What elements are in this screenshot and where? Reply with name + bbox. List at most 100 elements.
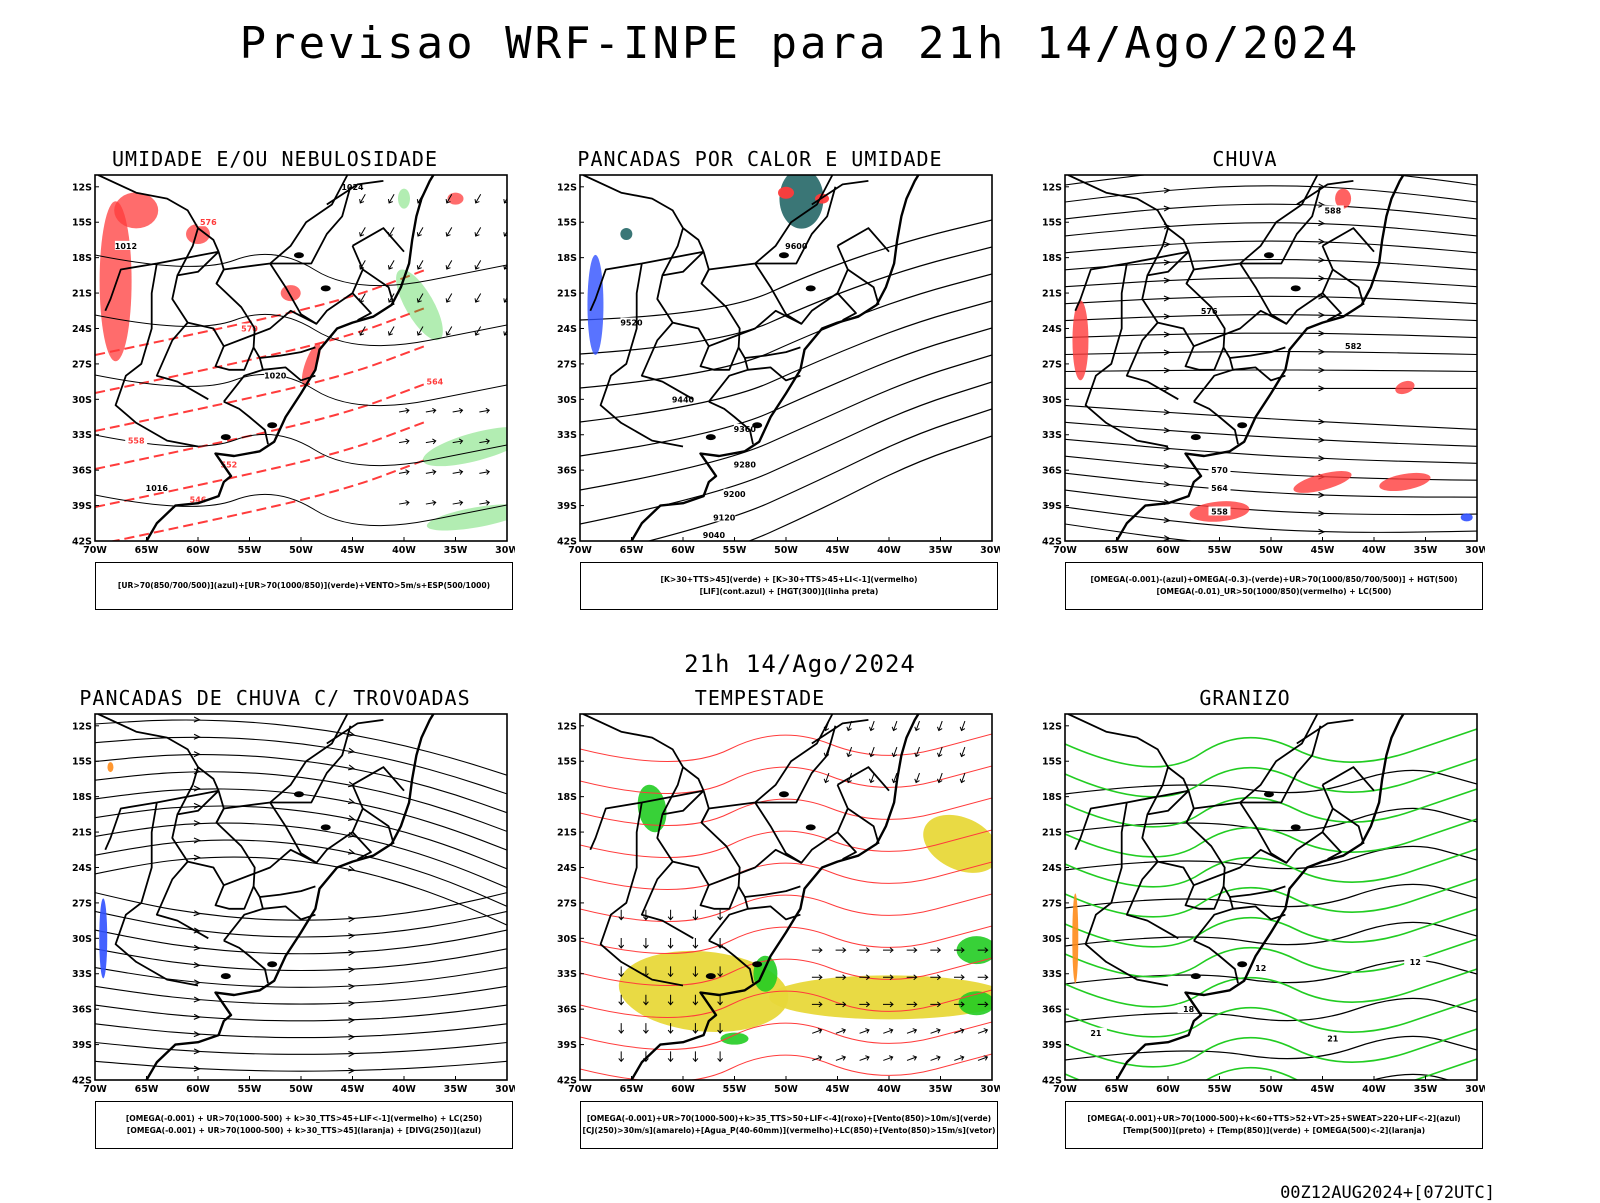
- state-border: [1193, 939, 1239, 984]
- streamline-arrow: [347, 865, 356, 872]
- streamline-arrow: [193, 1048, 201, 1055]
- streamline-arrow: [193, 837, 201, 844]
- wind-vector: [883, 974, 894, 981]
- lon-tick-label: 40W: [877, 545, 901, 556]
- lat-tick-label: 27S: [557, 359, 577, 370]
- wind-vector: [954, 1055, 965, 1061]
- lat-tick-label: 30S: [1042, 934, 1062, 945]
- thickness-contour: [95, 269, 426, 356]
- state-border: [747, 905, 801, 921]
- state-border: [708, 400, 754, 445]
- streamline-arrow: [347, 798, 356, 805]
- state-border: [1239, 245, 1334, 325]
- wind-vector: [883, 1001, 894, 1008]
- panel-trovoadas: PANCADAS DE CHUVA C/ TROVOADAS 12S 15S 18S…: [55, 686, 515, 1166]
- lon-tick-label: 70W: [568, 1084, 592, 1095]
- lake: [778, 791, 789, 798]
- wind-vector: [692, 909, 699, 921]
- state-border: [1296, 180, 1354, 206]
- wind-vector: [906, 1001, 918, 1008]
- wind-vector: [667, 909, 674, 921]
- wind-vector: [906, 1055, 918, 1061]
- humidity-red: [447, 192, 464, 205]
- lon-tick-label: 60W: [186, 1084, 210, 1095]
- state-border: [171, 790, 255, 910]
- contour-label-bg: [125, 435, 148, 445]
- thickness-contour: [95, 345, 426, 432]
- state-border: [215, 714, 349, 824]
- lat-tick-label: 15S: [1042, 757, 1062, 768]
- hgt300-contour: [580, 246, 992, 355]
- streamline-arrow: [1163, 349, 1171, 356]
- lat-tick-label: 18S: [557, 792, 577, 803]
- streamline: [1065, 523, 1197, 541]
- state-border: [1185, 175, 1319, 285]
- lat-tick-label: 42S: [72, 1076, 92, 1087]
- hgt300-contour: [580, 354, 992, 491]
- wind-vector: [445, 293, 453, 303]
- contour-label: 576: [1201, 307, 1218, 316]
- lat-tick-label: 15S: [1042, 218, 1062, 229]
- lat-tick-label: 12S: [557, 182, 577, 193]
- legend-tempestade: [OMEGA(-0.001)+UR>70(1000-500)+k>35_TTS>…: [580, 1101, 998, 1149]
- streamline-arrow: [1163, 313, 1171, 320]
- streamline-arrow: [1318, 275, 1326, 282]
- streamline: [1065, 332, 1477, 339]
- lat-tick-label: 12S: [1042, 182, 1062, 193]
- lake: [220, 973, 231, 980]
- contour-label-bg: [238, 323, 261, 333]
- state-border: [1229, 346, 1286, 359]
- state-border: [837, 766, 890, 792]
- lake: [1190, 434, 1201, 441]
- state-border: [1321, 831, 1342, 860]
- wind-vector: [474, 227, 482, 237]
- humidity-red: [114, 192, 159, 229]
- lon-tick-label: 30W: [1465, 1084, 1485, 1095]
- streamline-arrow: [348, 1000, 356, 1007]
- contour-label-bg: [341, 181, 364, 191]
- streamline: [1065, 421, 1477, 447]
- wind-vector: [859, 1001, 871, 1008]
- temp850-contour: [1065, 938, 1477, 978]
- wind-vector: [359, 194, 366, 204]
- state-border: [1232, 366, 1286, 382]
- wind-vector: [835, 1001, 847, 1008]
- streamline: [1065, 277, 1477, 288]
- wind-vector: [692, 1051, 699, 1063]
- streamline-arrow: [1163, 409, 1171, 416]
- streamline: [95, 736, 507, 795]
- rain-red: [1395, 380, 1415, 395]
- contour-label: 21: [1327, 1035, 1339, 1044]
- lon-tick-label: 60W: [1156, 1084, 1180, 1095]
- contour-label-bg: [1342, 341, 1365, 351]
- contour-label: 570: [241, 324, 258, 333]
- state-border: [599, 802, 684, 987]
- contour-label-bg: [702, 530, 725, 540]
- streamline: [95, 985, 507, 1005]
- lon-tick-label: 30W: [495, 1084, 515, 1095]
- wind-vector: [936, 720, 943, 732]
- panel-granizo: GRANIZO 12 18 21 12 21 12S 15S 18S 21S 24S 27S 30S 3…: [1025, 686, 1485, 1166]
- contour-label: 564: [1211, 484, 1228, 493]
- omega-orange: [1072, 893, 1079, 984]
- lat-tick-label: 18S: [557, 253, 577, 264]
- wind-vector: [398, 469, 410, 475]
- wind-vector: [359, 227, 366, 237]
- lake: [1263, 252, 1274, 259]
- legend-line: [OMEGA(-0.001)+UR>70(1000-500)+k<60+TTS>…: [1087, 1114, 1461, 1123]
- lat-tick-label: 24S: [1042, 863, 1062, 874]
- contour-label-bg: [145, 482, 168, 492]
- temp850-contour: [1065, 818, 1477, 858]
- lon-tick-label: 45W: [826, 545, 850, 556]
- lat-tick-label: 15S: [557, 757, 577, 768]
- wind-vector: [416, 260, 424, 270]
- contour-label-bg: [713, 512, 736, 522]
- contour-label: 570: [1211, 466, 1228, 475]
- coastline: [629, 175, 920, 541]
- state-border: [661, 227, 684, 276]
- streamline-arrow: [193, 927, 201, 934]
- panel-pancadas-calor: PANCADAS POR CALOR E UMIDADE 9600 9520 944…: [540, 147, 1000, 627]
- state-border: [1146, 766, 1169, 815]
- wind-green: [958, 991, 992, 1016]
